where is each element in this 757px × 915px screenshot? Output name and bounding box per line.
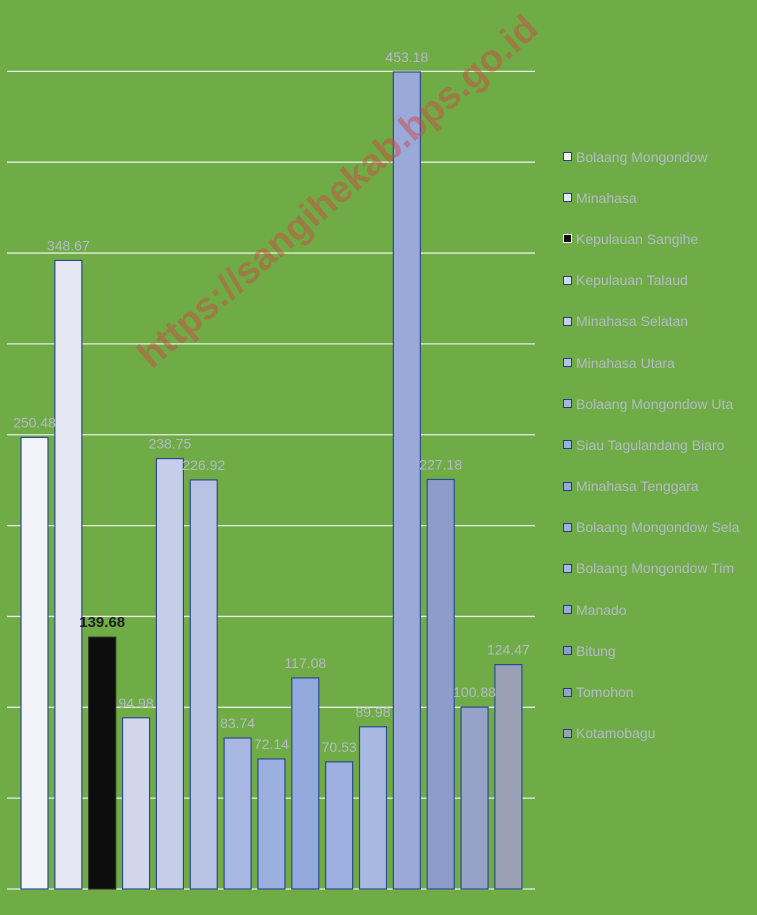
data-label: 117.08 bbox=[284, 655, 326, 671]
data-label: 94.98 bbox=[119, 695, 154, 711]
data-label: 453.18 bbox=[385, 49, 428, 65]
legend-label: Tomohon bbox=[576, 684, 634, 701]
legend-label: Kepulauan Talaud bbox=[576, 272, 688, 289]
legend-swatch bbox=[563, 481, 572, 491]
legend-label: Kepulauan Sangihe bbox=[576, 230, 699, 247]
bar bbox=[88, 636, 117, 890]
legend-swatch bbox=[563, 234, 572, 244]
legend-label: Bolaang Mongondow Sela bbox=[576, 519, 740, 536]
legend-swatch bbox=[563, 605, 572, 615]
data-label: 139.68 bbox=[79, 614, 125, 631]
legend-swatch bbox=[563, 522, 572, 532]
legend-label: Minahasa Utara bbox=[576, 354, 675, 371]
data-label: 250.48 bbox=[13, 414, 56, 430]
bar bbox=[121, 717, 151, 890]
bar bbox=[494, 664, 523, 890]
legend-label: Manado bbox=[576, 601, 627, 618]
bar bbox=[460, 706, 489, 890]
legend-item: Tomohon bbox=[563, 671, 757, 712]
legend-item: Manado bbox=[563, 589, 757, 630]
legend-swatch bbox=[563, 358, 572, 368]
legend-item: Minahasa Selatan bbox=[563, 301, 757, 342]
legend-swatch bbox=[563, 440, 572, 450]
legend-swatch bbox=[563, 728, 572, 738]
bar bbox=[189, 479, 218, 890]
bar bbox=[223, 737, 252, 890]
legend-item: Bitung bbox=[563, 630, 757, 671]
legend-swatch bbox=[563, 399, 572, 409]
data-label: 124.47 bbox=[487, 642, 530, 658]
legend-item: Kotamobagu bbox=[563, 713, 757, 754]
bar bbox=[426, 478, 455, 890]
legend: Bolaang Mongondow Minahasa Kepulauan Sangi… bbox=[563, 136, 757, 754]
bar bbox=[155, 457, 184, 890]
data-label: 226.92 bbox=[182, 457, 225, 473]
bar bbox=[291, 677, 320, 890]
bars bbox=[20, 71, 523, 890]
legend-label: Bitung bbox=[576, 642, 616, 659]
bar bbox=[358, 726, 388, 890]
data-label: 100.88 bbox=[453, 684, 496, 700]
legend-label: Bolaang Mongondow Uta bbox=[576, 395, 734, 412]
legend-item: Kepulauan Sangihe bbox=[563, 218, 757, 259]
bar bbox=[257, 758, 286, 890]
data-label: 72.14 bbox=[254, 736, 289, 752]
legend-swatch bbox=[563, 646, 572, 656]
data-label: 89.98 bbox=[355, 704, 390, 720]
bar bbox=[54, 259, 83, 890]
data-labels: 250.48 348.67 139.68 94.98 238.75 226.92 83.74… bbox=[13, 49, 530, 755]
legend-label: Minahasa Tenggara bbox=[576, 478, 699, 495]
legend-item: Minahasa Tenggara bbox=[563, 466, 757, 507]
data-label: 70.53 bbox=[322, 739, 357, 755]
data-label: 227.18 bbox=[419, 456, 462, 472]
legend-swatch bbox=[563, 193, 572, 203]
legend-swatch bbox=[563, 152, 572, 162]
legend-item: Bolaang Mongondow bbox=[563, 136, 757, 177]
legend-label: Minahasa bbox=[576, 189, 637, 206]
legend-label: Bolaang Mongondow Tim bbox=[576, 560, 734, 577]
legend-label: Bolaang Mongondow bbox=[576, 148, 708, 165]
legend-item: Bolaang Mongondow Tim bbox=[563, 548, 757, 589]
legend-swatch bbox=[563, 275, 572, 285]
legend-item: Siau Tagulandang Biaro bbox=[563, 424, 757, 465]
legend-swatch bbox=[563, 687, 572, 697]
legend-label: Kotamobagu bbox=[576, 725, 656, 742]
legend-item: Minahasa bbox=[563, 177, 757, 218]
bar bbox=[20, 436, 49, 890]
legend-swatch bbox=[563, 316, 572, 326]
bar bbox=[392, 71, 421, 890]
legend-item: Kepulauan Talaud bbox=[563, 260, 757, 301]
legend-item: Bolaang Mongondow Sela bbox=[563, 507, 757, 548]
legend-label: Siau Tagulandang Biaro bbox=[576, 436, 725, 453]
legend-item: Minahasa Utara bbox=[563, 342, 757, 383]
bar bbox=[325, 761, 354, 890]
legend-swatch bbox=[563, 563, 572, 573]
data-label: 238.75 bbox=[148, 436, 191, 452]
data-label: 348.67 bbox=[47, 237, 90, 253]
legend-item: Bolaang Mongondow Uta bbox=[563, 383, 757, 424]
data-label: 83.74 bbox=[220, 715, 255, 731]
legend-label: Minahasa Selatan bbox=[576, 313, 689, 330]
